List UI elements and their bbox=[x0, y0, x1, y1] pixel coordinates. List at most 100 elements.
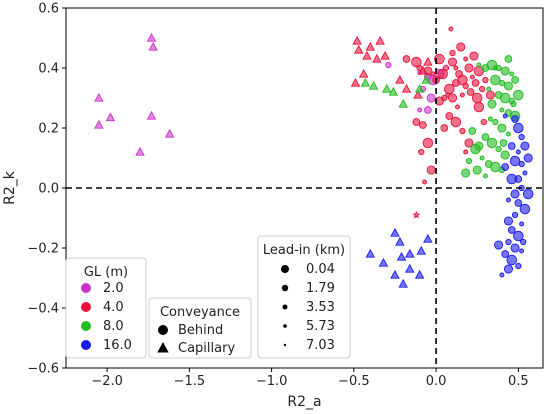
legend-gl: GL (m) 2.0 4.0 8.0 16.0 bbox=[65, 257, 147, 359]
data-point-gl-8_0-circle bbox=[510, 100, 517, 108]
data-point-gl-16_0-circle bbox=[522, 188, 534, 200]
data-point-gl-4_0-circle bbox=[422, 179, 428, 185]
data-point-gl-4_0-circle bbox=[473, 101, 485, 113]
y-tick-label: −0.2 bbox=[27, 242, 59, 257]
data-point-gl-4_0-circle bbox=[442, 64, 450, 72]
data-point-gl-16_0-circle bbox=[519, 203, 531, 215]
data-point-gl-4_0-circle bbox=[418, 148, 425, 156]
data-point-gl-16_0-circle bbox=[501, 163, 510, 171]
data-point-gl-4_0-triangle bbox=[352, 35, 362, 45]
data-point-gl-4_0-circle bbox=[455, 104, 460, 110]
data-point-gl-8_0-triangle bbox=[388, 86, 399, 96]
data-point-gl-4_0-circle bbox=[423, 66, 433, 76]
data-point-gl-8_0-circle bbox=[511, 76, 519, 84]
data-point-gl-8_0-triangle bbox=[414, 83, 425, 93]
data-point-gl-16_0-circle bbox=[510, 243, 520, 253]
data-point-gl-8_0-circle bbox=[481, 133, 490, 141]
legend-gl-label: 4.0 bbox=[103, 300, 124, 315]
data-point-gl-4_0-circle bbox=[416, 64, 423, 72]
legend-leadin-label: 3.53 bbox=[306, 300, 335, 315]
data-point-gl-4_0-circle bbox=[434, 96, 444, 106]
data-point-gl-2_0-triangle bbox=[164, 128, 175, 138]
data-point-gl-4_0-circle bbox=[463, 56, 469, 62]
data-point-gl-4_0-triangle bbox=[395, 74, 405, 84]
data-point-gl-4_0-circle bbox=[462, 82, 469, 90]
data-point-gl-16_0-triangle bbox=[395, 236, 405, 246]
data-point-gl-16_0-circle bbox=[511, 211, 519, 219]
legend-gl-swatch bbox=[81, 321, 91, 331]
data-point-gl-4_0-circle bbox=[471, 79, 480, 87]
data-point-gl-16_0-triangle bbox=[414, 269, 425, 279]
data-point-gl-16_0-triangle bbox=[423, 233, 433, 243]
data-point-gl-16_0-circle bbox=[501, 250, 510, 258]
y-tick-label: 0.4 bbox=[38, 62, 59, 77]
data-point-gl-8_0-circle bbox=[499, 139, 508, 147]
data-point-gl-4_0-circle bbox=[485, 90, 495, 100]
x-tick-label: −0.5 bbox=[338, 374, 370, 389]
legend-conveyance-marker-triangle bbox=[157, 342, 169, 353]
legend-leadin-label: 7.03 bbox=[306, 338, 335, 353]
data-point-gl-16_0-circle bbox=[520, 238, 527, 246]
legend-gl-label: 8.0 bbox=[103, 319, 124, 334]
y-tick-label: 0.2 bbox=[38, 122, 59, 137]
data-point-gl-16_0-triangle bbox=[390, 227, 400, 237]
data-point-gl-2_0-triangle bbox=[94, 119, 104, 129]
data-point-gl-4_0-circle bbox=[453, 65, 459, 71]
data-point-gl-2_0-circle bbox=[417, 107, 423, 113]
data-point-gl-16_0-circle bbox=[519, 248, 525, 254]
data-point-gl-16_0-circle bbox=[515, 149, 521, 155]
y-axis-ticks: −0.6 −0.4 −0.2 0.0 0.2 0.4 0.6 bbox=[27, 2, 66, 377]
data-point-gl-16_0-circle bbox=[494, 240, 504, 250]
x-tick-label: 0.0 bbox=[426, 374, 447, 389]
data-point-gl-8_0-circle bbox=[472, 165, 482, 175]
data-point-gl-4_0-circle bbox=[469, 74, 475, 80]
data-point-gl-8_0-circle bbox=[468, 127, 477, 135]
legend-leadin-marker bbox=[281, 265, 289, 273]
data-point-gl-2_0-circle bbox=[385, 61, 392, 69]
data-point-gl-2_0-triangle bbox=[135, 146, 145, 156]
data-point-gl-8_0-circle bbox=[490, 161, 501, 173]
data-point-gl-2_0-triangle bbox=[105, 112, 116, 122]
data-point-gl-16_0-circle bbox=[506, 197, 511, 203]
legend-gl-swatch bbox=[81, 283, 91, 293]
data-point-gl-8_0-circle bbox=[497, 123, 507, 133]
data-point-gl-4_0-circle bbox=[426, 165, 436, 175]
data-point-gl-16_0-circle bbox=[510, 189, 520, 199]
y-tick-label: −0.4 bbox=[27, 302, 59, 317]
legend-conveyance-label: Capillary bbox=[178, 341, 235, 356]
data-point-gl-4_0-triangle bbox=[375, 35, 385, 45]
legend-leadin-label: 1.79 bbox=[306, 281, 335, 296]
data-point-gl-4_0-circle bbox=[478, 85, 486, 93]
legend-leadin: Lead-in (km) 0.04 1.79 3.53 5.73 7.03 bbox=[257, 235, 351, 359]
data-point-gl-4_0-circle bbox=[450, 116, 462, 128]
data-point-gl-16_0-circle bbox=[506, 173, 517, 185]
data-point-gl-16_0-circle bbox=[520, 141, 530, 151]
data-point-gl-4_0-circle bbox=[411, 56, 422, 68]
x-tick-label: −2.0 bbox=[91, 374, 123, 389]
legend-leadin-marker bbox=[283, 343, 287, 347]
data-point-gl-16_0-circle bbox=[502, 113, 508, 119]
data-point-gl-8_0-circle bbox=[504, 55, 513, 63]
x-tick-label: −1.0 bbox=[256, 374, 288, 389]
data-point-gl-16_0-circle bbox=[499, 272, 505, 278]
data-point-gl-2_0-triangle bbox=[146, 32, 157, 42]
data-point-gl-4_0-circle bbox=[466, 88, 475, 96]
data-point-gl-4_0-star bbox=[412, 210, 421, 219]
data-point-gl-8_0-triangle bbox=[398, 98, 408, 108]
data-point-gl-4_0-circle bbox=[449, 49, 456, 57]
data-point-gl-2_0-triangle bbox=[148, 41, 158, 51]
data-point-gl-8_0-circle bbox=[461, 168, 471, 178]
data-point-gl-16_0-triangle bbox=[365, 248, 376, 258]
data-point-gl-16_0-triangle bbox=[398, 278, 408, 288]
data-point-gl-16_0-circle bbox=[503, 216, 514, 226]
data-point-gl-4_0-triangle bbox=[401, 83, 412, 93]
legend-leadin-marker bbox=[283, 324, 287, 328]
data-point-gl-16_0-circle bbox=[513, 122, 524, 134]
data-point-gl-8_0-circle bbox=[474, 141, 484, 151]
data-point-gl-4_0-circle bbox=[412, 118, 421, 126]
legend-leadin-label: 0.04 bbox=[306, 262, 335, 277]
data-point-gl-4_0-circle bbox=[459, 92, 465, 98]
data-point-gl-16_0-circle bbox=[505, 238, 512, 246]
data-point-gl-4_0-triangle bbox=[423, 56, 433, 66]
